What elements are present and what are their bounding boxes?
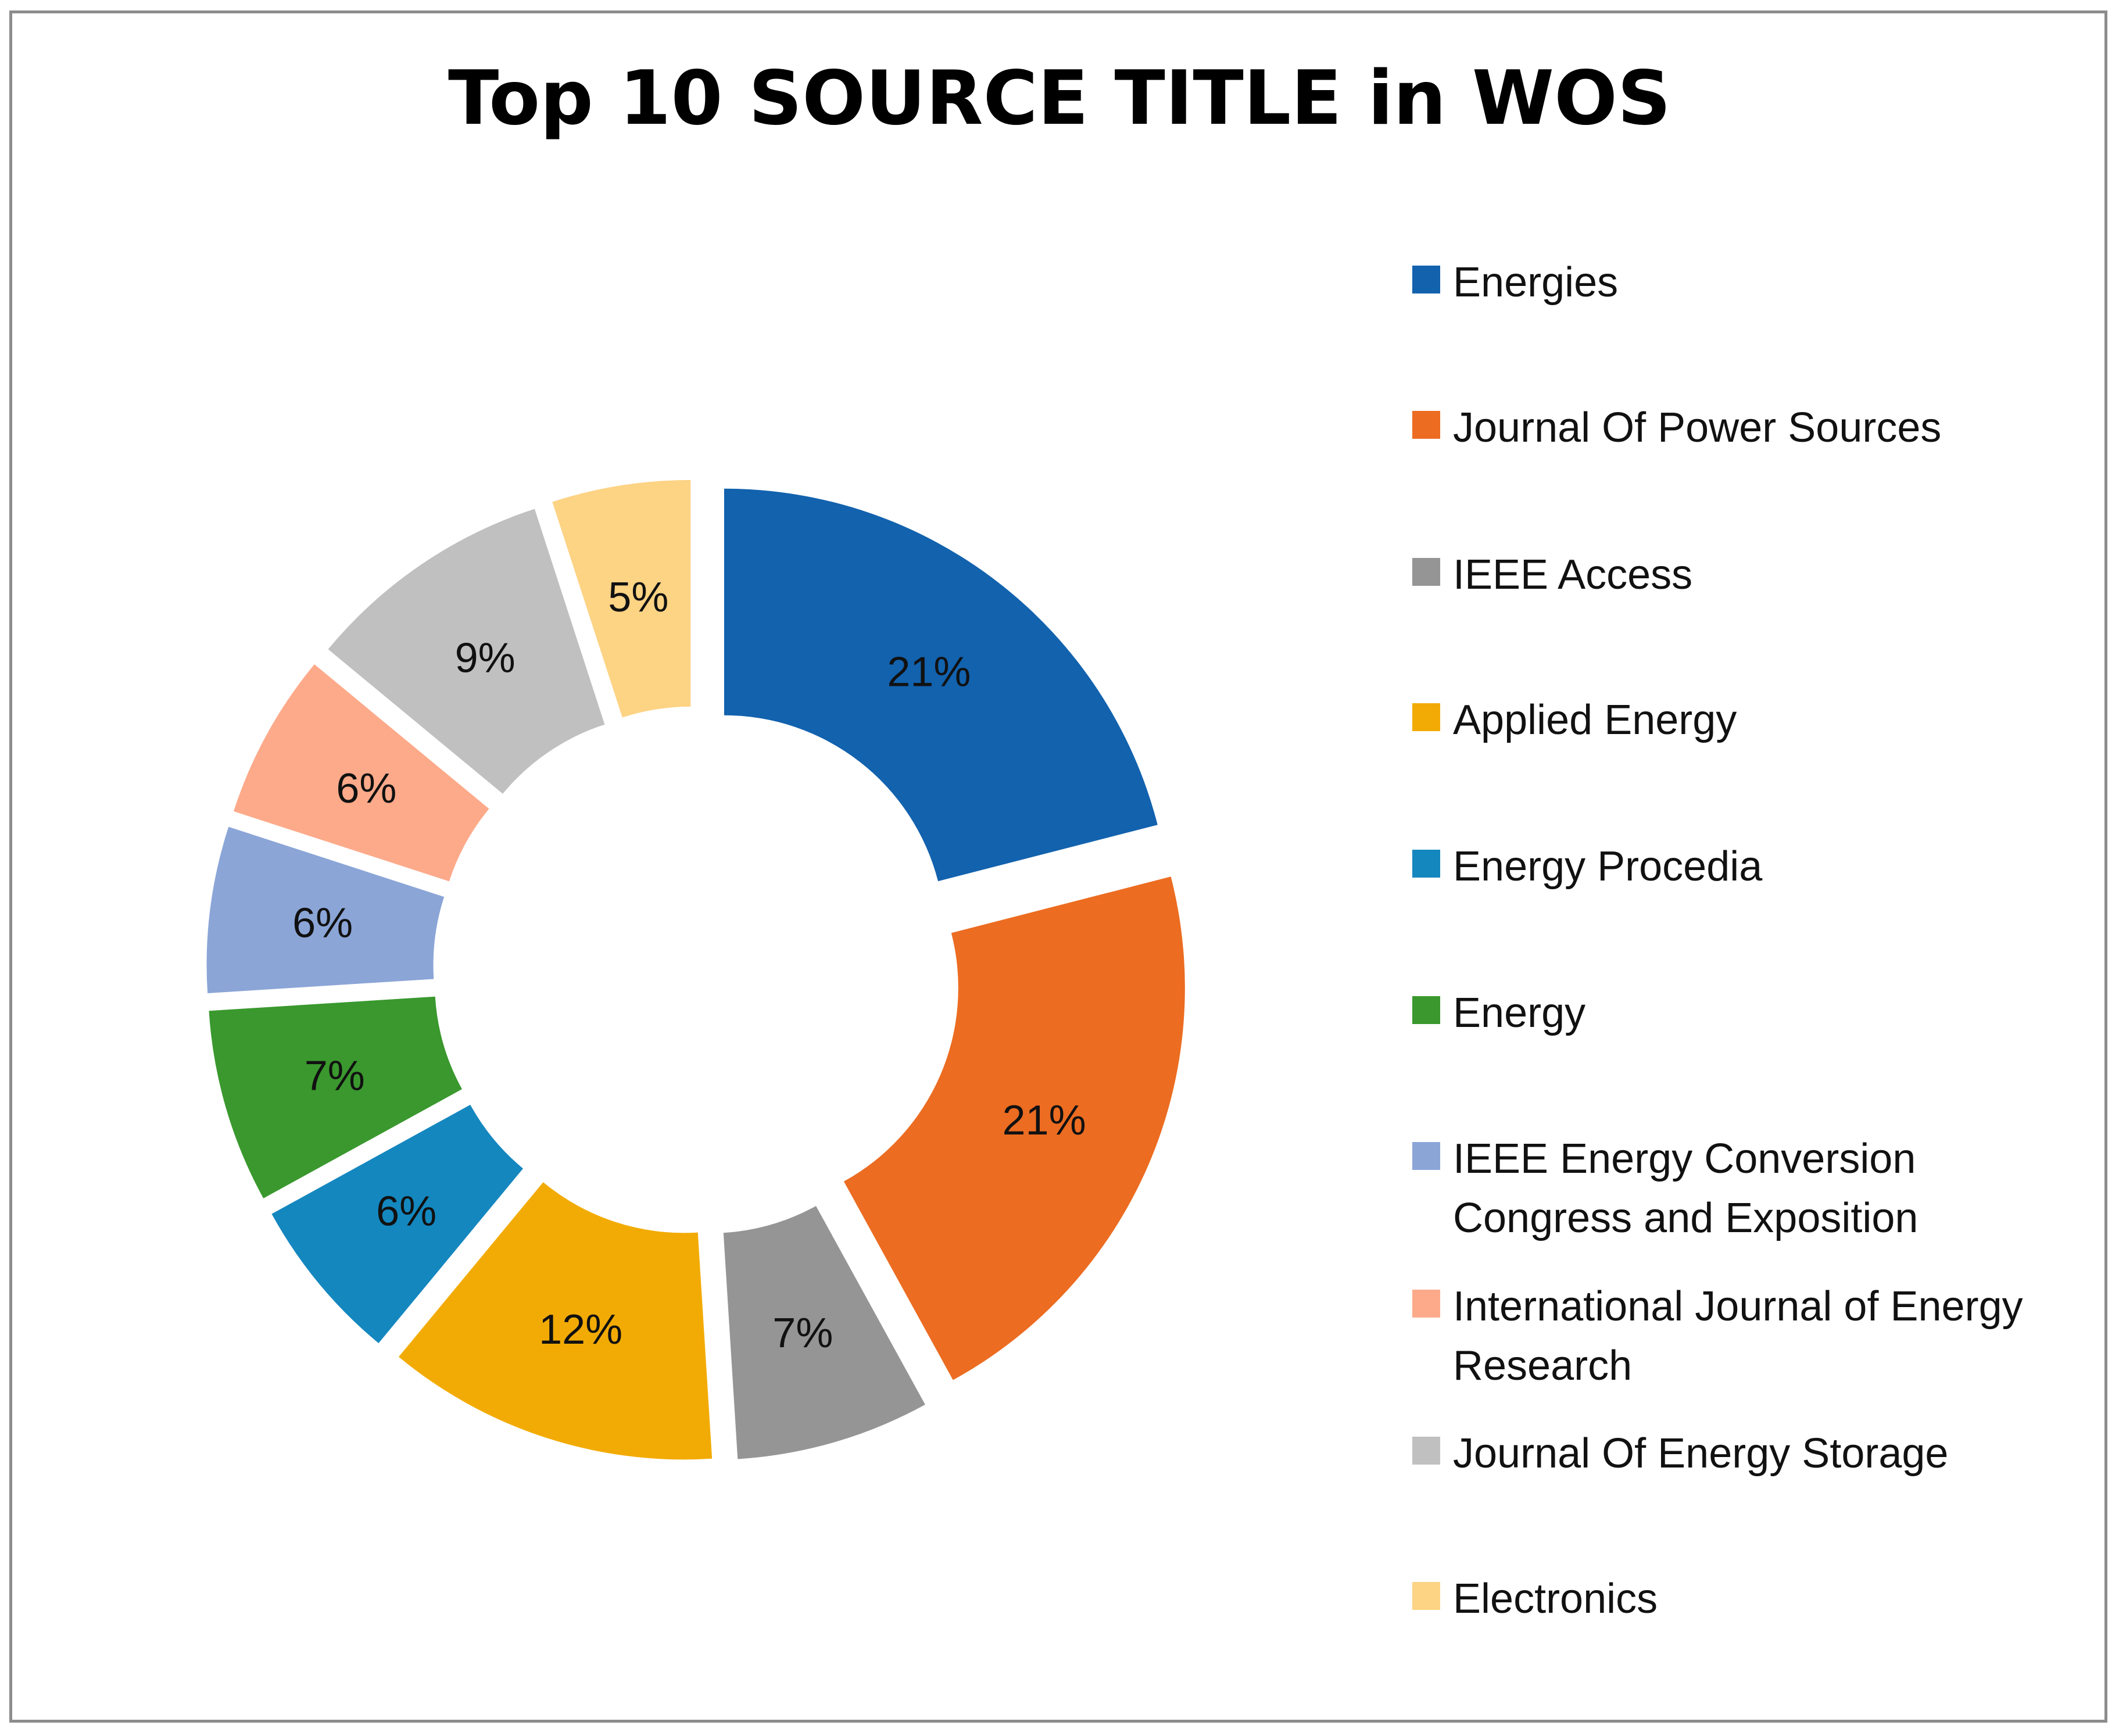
legend-swatch	[1412, 850, 1440, 878]
legend-swatch	[1412, 1290, 1440, 1318]
slice-energies	[724, 488, 1158, 882]
slice-label: 5%	[608, 574, 668, 621]
chart-title: Top 10 SOURCE TITLE in WOS	[448, 55, 1671, 142]
legend-label: Energies	[1453, 259, 1619, 306]
slice-electronics	[552, 479, 691, 718]
legend-label: International Journal of Energy Research	[1453, 1283, 2023, 1389]
legend-label: Electronics	[1453, 1576, 1658, 1622]
legend-swatch	[1412, 1582, 1440, 1610]
slice-international-journal-of-energy-research	[233, 664, 489, 882]
legend-swatch	[1412, 558, 1440, 586]
slice-label: 21%	[887, 649, 971, 695]
slice-label: 6%	[292, 900, 353, 947]
legend-label: Journal Of Power Sources	[1453, 405, 1942, 451]
legend-label: IEEE Energy Conversion Congress and Expo…	[1453, 1136, 1918, 1241]
slice-label: 6%	[336, 765, 396, 812]
slice-ieee-energy-conversion-congress-and-exposition	[206, 826, 445, 993]
slice-label: 6%	[376, 1188, 436, 1234]
slice-label: 12%	[539, 1307, 622, 1353]
legend-label: Energy Procedia	[1453, 843, 1763, 890]
donut-slices	[206, 479, 1185, 1460]
slice-label: 9%	[455, 635, 516, 681]
legend-label: Journal Of Energy Storage	[1453, 1430, 1949, 1477]
slice-journal-of-energy-storage	[328, 509, 605, 794]
legend-swatch	[1412, 1142, 1440, 1170]
slice-ieee-access	[723, 1206, 925, 1459]
legend-label: Energy	[1453, 990, 1586, 1036]
slice-applied-energy	[399, 1182, 713, 1460]
legend-swatch	[1412, 703, 1440, 731]
chart-frame	[9, 10, 2107, 1723]
slice-journal-of-power-sources	[843, 876, 1185, 1380]
legend-label: IEEE Access	[1453, 552, 1693, 598]
slice-labels: 21% 21% 7% 12% 6% 7% 6% 6% 9% 5%	[292, 574, 1086, 1356]
slice-label: 7%	[772, 1310, 833, 1356]
legend-swatch	[1412, 1437, 1440, 1465]
legend-swatch	[1412, 266, 1440, 293]
slice-energy	[209, 996, 462, 1198]
slice-label: 21%	[1002, 1097, 1086, 1144]
slice-label: 7%	[305, 1053, 365, 1099]
legend: Energies Journal Of Power Sources IEEE Acc…	[1412, 0, 2098, 1736]
slice-energy-procedia	[271, 1104, 523, 1344]
legend-swatch	[1412, 411, 1440, 439]
legend-label: Applied Energy	[1453, 697, 1737, 743]
legend-swatch	[1412, 996, 1440, 1024]
